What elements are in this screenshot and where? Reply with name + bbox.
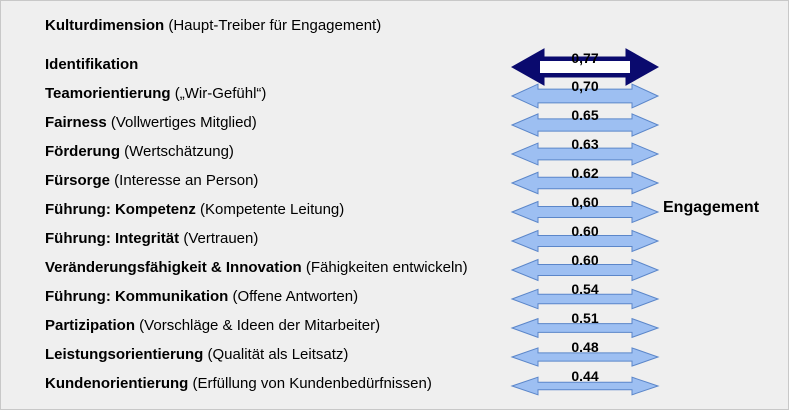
correlation-arrow (510, 113, 660, 137)
value-label: 0.65 (571, 107, 598, 123)
value-label: 0,70 (571, 78, 598, 94)
row-label-detail: („Wir-Gefühl“) (170, 85, 267, 102)
correlation-arrow (510, 83, 660, 109)
title-rest: (Haupt-Treiber für Engagement) (164, 17, 382, 34)
value-label: 0,60 (571, 194, 598, 210)
row-label-bold: Teamorientierung (45, 85, 171, 102)
row-label-detail: (Kompetente Leitung) (195, 201, 345, 218)
row-label-detail: (Fähigkeiten entwickeln) (301, 259, 468, 276)
row-label-detail: (Vertrauen) (179, 230, 259, 247)
row-label: Führung: Kompetenz (Kompetente Leitung) (45, 201, 344, 219)
correlation-arrow (510, 288, 660, 310)
row-label-detail: (Interesse an Person) (110, 172, 259, 189)
correlation-arrow (510, 200, 660, 224)
row-label-detail: (Wertschätzung) (120, 143, 234, 160)
value-label: 0.62 (571, 165, 598, 181)
value-label: 0,77 (571, 50, 598, 66)
row-label-bold: Förderung (45, 143, 120, 160)
correlation-arrow (510, 376, 660, 396)
correlation-arrow (510, 258, 660, 282)
correlation-arrow (510, 142, 660, 166)
correlation-arrow (510, 317, 660, 339)
chart-title: Kulturdimension (Haupt-Treiber für Engag… (45, 17, 381, 34)
engagement-label: Engagement (663, 199, 760, 216)
row-label: Leistungsorientierung (Qualität als Leit… (45, 346, 348, 364)
row-label: Führung: Integrität (Vertrauen) (45, 230, 258, 248)
value-label: 0.54 (571, 281, 598, 297)
value-label: 0.60 (571, 252, 598, 268)
row-label-bold: Fürsorge (45, 172, 111, 189)
row-label-bold: Führung: Kompetenz (45, 201, 196, 218)
row-label: Veränderungsfähigkeit & Innovation (Fähi… (45, 259, 468, 277)
row-label: Fairness (Vollwertiges Mitglied) (45, 114, 257, 132)
arrow-band (540, 61, 630, 73)
row-label-detail: (Vollwertiges Mitglied) (106, 114, 257, 131)
value-label: 0.60 (571, 223, 598, 239)
correlation-arrow (510, 171, 660, 195)
value-label: 0.44 (571, 368, 598, 384)
row-label-detail: (Qualität als Leitsatz) (203, 346, 349, 363)
row-label: Identifikation (45, 56, 138, 74)
row-label-bold: Partizipation (45, 317, 136, 334)
row-label-bold: Führung: Integrität (45, 230, 180, 247)
correlation-arrow (510, 347, 660, 367)
value-label: 0.63 (571, 136, 598, 152)
row-label-bold: Fairness (45, 114, 107, 131)
row-label-detail: (Offene Antworten) (228, 288, 359, 305)
correlation-arrow (510, 229, 660, 253)
title-bold: Kulturdimension (45, 17, 165, 34)
value-label: 0.51 (571, 310, 598, 326)
row-label: Partizipation (Vorschläge & Ideen der Mi… (45, 317, 380, 335)
row-label: Fürsorge (Interesse an Person) (45, 172, 258, 190)
value-label: 0.48 (571, 339, 598, 355)
row-label-bold: Kundenorientierung (45, 375, 189, 392)
row-label: Förderung (Wertschätzung) (45, 143, 234, 161)
row-label: Führung: Kommunikation (Offene Antworten… (45, 288, 358, 306)
row-label-detail: (Vorschläge & Ideen der Mitarbeiter) (135, 317, 381, 334)
row-label-bold: Veränderungsfähigkeit & Innovation (45, 259, 302, 276)
row-label: Teamorientierung („Wir-Gefühl“) (45, 85, 266, 103)
row-label-detail: (Erfüllung von Kundenbedürfnissen) (188, 375, 432, 392)
row-label-bold: Identifikation (45, 56, 139, 73)
row-label-bold: Leistungsorientierung (45, 346, 204, 363)
row-label-bold: Führung: Kommunikation (45, 288, 229, 305)
row-label: Kundenorientierung (Erfüllung von Kunden… (45, 375, 432, 393)
